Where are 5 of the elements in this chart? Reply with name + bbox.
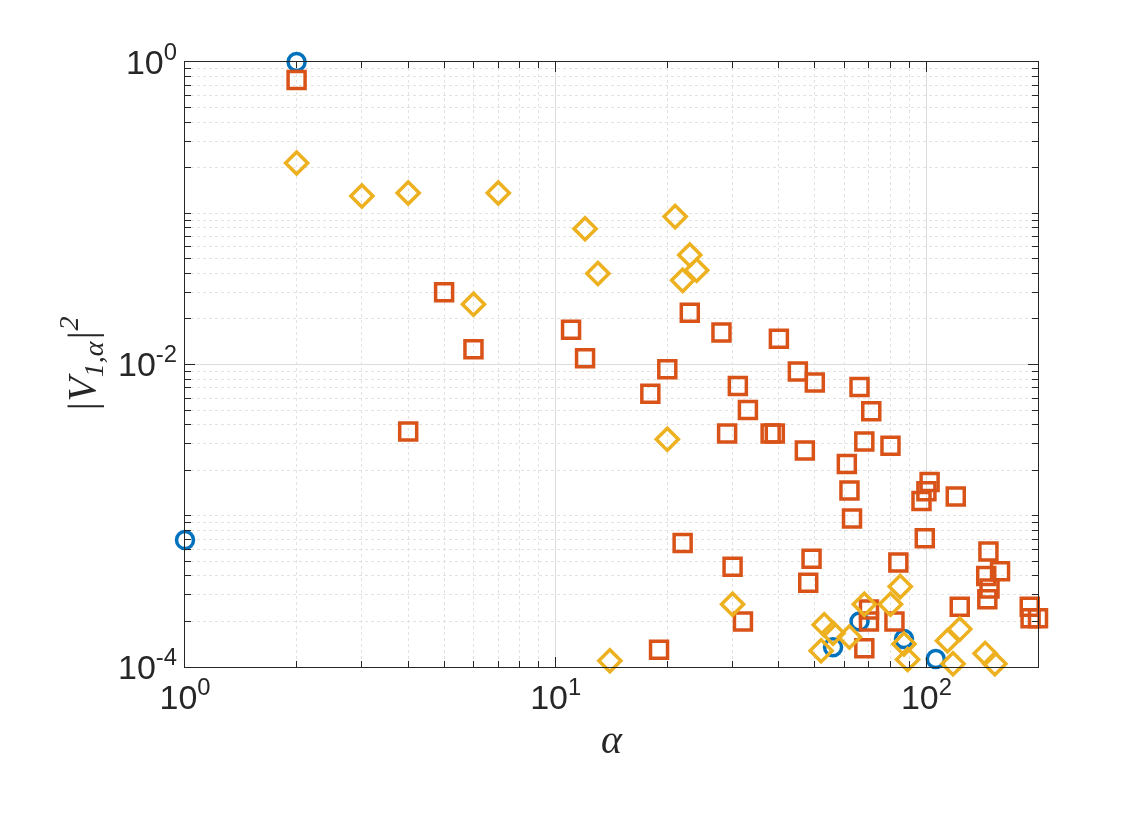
y-tick-label: 10$^{0}$ [125,37,177,81]
x-axis-title: α [601,717,623,763]
x-tick-label: 10$^{2}$ [900,672,952,716]
x-tick-label: 10$^{1}$ [530,672,582,716]
y-tick-label: 10$^{-2}$ [118,340,177,384]
